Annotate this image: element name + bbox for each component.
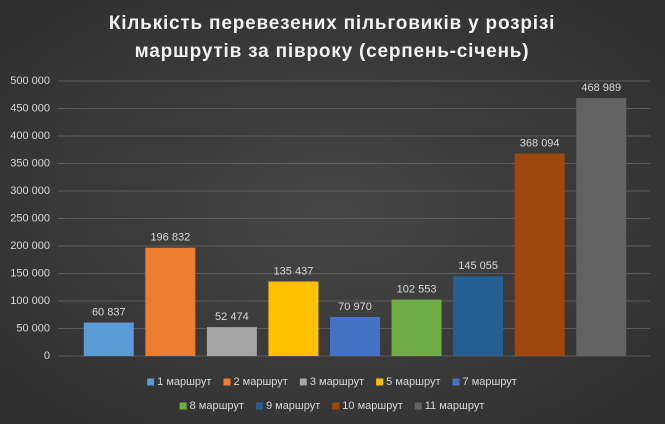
y-tick-label: 500 000 xyxy=(10,75,50,87)
chart-title: Кількість перевезених пільговиків у розр… xyxy=(108,13,556,62)
legend-swatch xyxy=(376,378,384,386)
value-label: 468 989 xyxy=(581,82,621,94)
value-label: 70 970 xyxy=(338,301,372,313)
value-label: 145 055 xyxy=(458,260,498,272)
bar xyxy=(206,327,257,356)
y-tick-label: 0 xyxy=(44,350,50,362)
legend-label: 1 маршрут xyxy=(157,376,211,388)
value-label: 135 437 xyxy=(274,265,314,277)
y-tick-label: 450 000 xyxy=(10,102,50,114)
value-label: 102 553 xyxy=(397,284,437,296)
legend-swatch xyxy=(414,402,422,410)
y-tick-label: 250 000 xyxy=(10,212,50,224)
bar xyxy=(330,316,380,356)
legend-label: 5 маршрут xyxy=(386,376,440,388)
legend-label: 8 маршрут xyxy=(190,400,244,412)
bar xyxy=(514,153,565,356)
y-tick-label: 200 000 xyxy=(10,240,50,252)
legend-label: 7 маршрут xyxy=(463,376,517,388)
y-tick-label: 50 000 xyxy=(16,322,50,334)
y-tick-label: 350 000 xyxy=(10,157,50,169)
legend-swatch xyxy=(147,378,155,386)
legend-swatch xyxy=(452,378,460,386)
legend-swatch xyxy=(179,402,187,410)
legend-label: 9 маршрут xyxy=(266,400,320,412)
bar xyxy=(83,322,134,356)
bar xyxy=(391,299,442,356)
legend-swatch xyxy=(223,378,231,386)
bar xyxy=(145,247,196,356)
y-tick-label: 400 000 xyxy=(10,130,50,142)
legend-label: 3 маршрут xyxy=(310,376,364,388)
bar xyxy=(453,276,504,356)
legend-label: 2 маршрут xyxy=(233,376,287,388)
value-label: 60 837 xyxy=(92,306,126,318)
legend-label: 11 маршрут xyxy=(425,400,485,412)
bar xyxy=(576,98,627,356)
value-label: 368 094 xyxy=(520,137,560,149)
legend-swatch xyxy=(299,378,307,386)
bar xyxy=(268,281,319,356)
legend-label: 10 маршрут xyxy=(342,400,402,412)
legend-swatch xyxy=(255,402,263,410)
value-label: 196 832 xyxy=(150,232,190,244)
y-tick-label: 100 000 xyxy=(10,295,50,307)
y-tick-label: 300 000 xyxy=(10,185,50,197)
value-label: 52 474 xyxy=(215,311,249,323)
legend-swatch xyxy=(332,402,340,410)
y-tick-label: 150 000 xyxy=(10,267,50,279)
